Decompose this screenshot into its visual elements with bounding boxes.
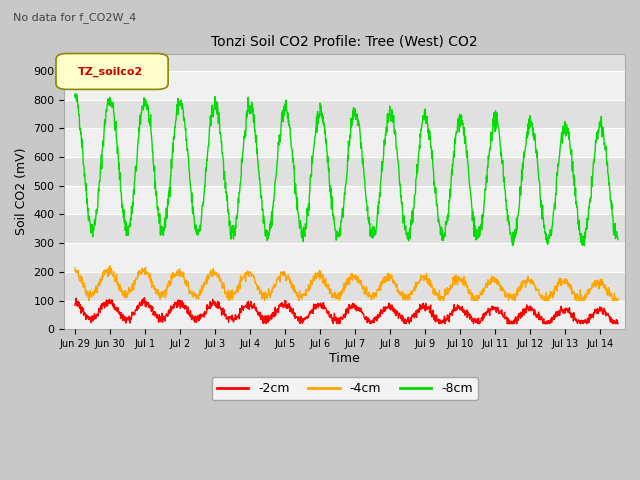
Bar	[65, 71, 625, 99]
X-axis label: Time: Time	[330, 352, 360, 365]
Legend: -2cm, -4cm, -8cm: -2cm, -4cm, -8cm	[212, 377, 477, 400]
Bar	[65, 215, 625, 243]
Bar	[65, 243, 625, 272]
Y-axis label: Soil CO2 (mV): Soil CO2 (mV)	[15, 148, 28, 235]
FancyBboxPatch shape	[56, 54, 168, 89]
Title: Tonzi Soil CO2 Profile: Tree (West) CO2: Tonzi Soil CO2 Profile: Tree (West) CO2	[211, 34, 478, 48]
Bar	[65, 128, 625, 157]
Bar	[65, 186, 625, 215]
Bar	[65, 42, 625, 71]
Text: TZ_soilco2: TZ_soilco2	[78, 66, 143, 77]
Text: No data for f_CO2W_4: No data for f_CO2W_4	[13, 12, 136, 23]
Bar	[65, 300, 625, 329]
Bar	[65, 99, 625, 128]
Bar	[65, 272, 625, 300]
Bar	[65, 157, 625, 186]
